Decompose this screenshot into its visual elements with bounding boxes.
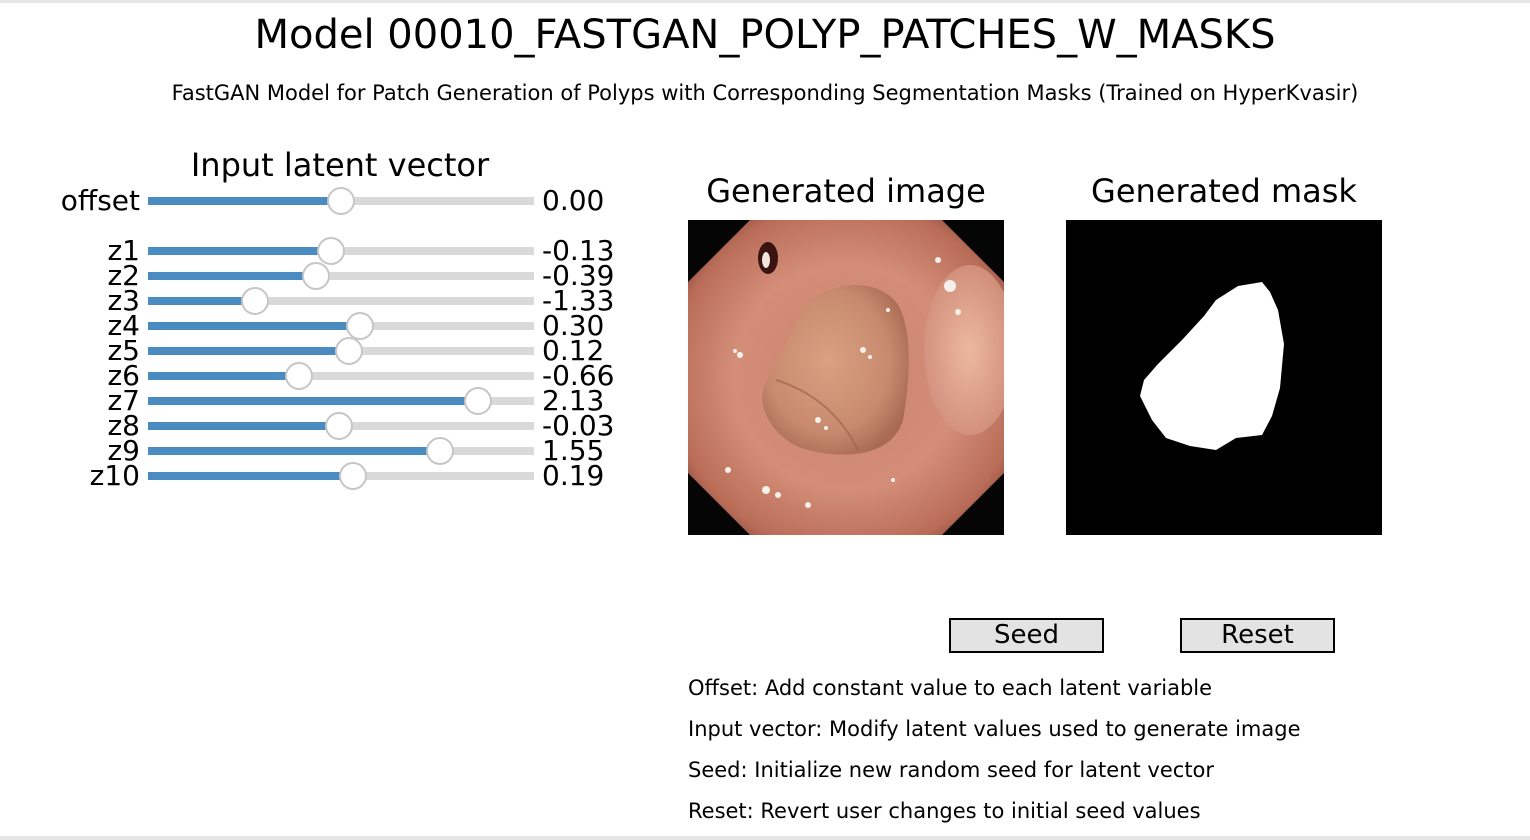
seed-button[interactable]: Seed — [949, 618, 1104, 653]
latent-slider-z9[interactable]: z9 1.55 — [0, 434, 640, 467]
latent-slider-track[interactable] — [148, 262, 534, 290]
latent-slider-handle[interactable] — [240, 287, 269, 315]
generated-mask-title: Generated mask — [1091, 172, 1357, 210]
latent-slider-value: -1.33 — [542, 284, 615, 317]
latent-slider-handle[interactable] — [426, 437, 455, 465]
latent-slider-z2[interactable]: z2 -0.39 — [0, 259, 640, 292]
latent-slider-z3[interactable]: z3 -1.33 — [0, 284, 640, 317]
latent-slider-label: z4 — [107, 309, 140, 342]
generated-mask — [1066, 220, 1382, 535]
latent-slider-track[interactable] — [148, 462, 534, 490]
latent-slider-track[interactable] — [148, 287, 534, 315]
latent-slider-fill — [148, 247, 332, 255]
page-subtitle: FastGAN Model for Patch Generation of Po… — [171, 81, 1359, 105]
latent-slider-fill — [148, 297, 255, 305]
page-title: Model 00010_FASTGAN_POLYP_PATCHES_W_MASK… — [254, 12, 1276, 58]
latent-slider-handle[interactable] — [334, 337, 363, 365]
reset-button[interactable]: Reset — [1180, 618, 1335, 653]
latent-slider-z8[interactable]: z8 -0.03 — [0, 409, 640, 442]
latent-slider-z10[interactable]: z10 0.19 — [0, 459, 640, 492]
generated-image-title: Generated image — [706, 172, 986, 210]
help-reset-text: Reset: Revert user changes to initial se… — [688, 799, 1201, 823]
help-offset-text: Offset: Add constant value to each laten… — [688, 676, 1213, 700]
latent-slider-z7[interactable]: z7 2.13 — [0, 384, 640, 417]
latent-slider-label: z10 — [89, 459, 140, 492]
latent-slider-track[interactable] — [148, 237, 534, 265]
latent-slider-fill — [148, 372, 299, 380]
latent-slider-fill — [148, 422, 340, 430]
latent-slider-handle[interactable] — [284, 362, 313, 390]
latent-slider-value: 1.55 — [542, 434, 605, 467]
latent-slider-track[interactable] — [148, 437, 534, 465]
top-divider — [0, 0, 1530, 3]
latent-slider-handle[interactable] — [338, 462, 367, 490]
latent-slider-handle[interactable] — [464, 387, 493, 415]
latent-slider-fill — [148, 272, 316, 280]
latent-slider-label: z1 — [107, 234, 140, 267]
latent-slider-handle[interactable] — [301, 262, 330, 290]
latent-slider-value: -0.66 — [542, 359, 615, 392]
latent-slider-handle[interactable] — [317, 237, 346, 265]
latent-slider-value: 0.30 — [542, 309, 605, 342]
latent-slider-label: z2 — [107, 259, 140, 292]
latent-slider-z4[interactable]: z4 0.30 — [0, 309, 640, 342]
latent-slider-handle[interactable] — [346, 312, 375, 340]
latent-slider-label: z7 — [107, 384, 140, 417]
latent-slider-z5[interactable]: z5 0.12 — [0, 334, 640, 367]
help-input-vector-text: Input vector: Modify latent values used … — [688, 717, 1301, 741]
latent-slider-z6[interactable]: z6 -0.66 — [0, 359, 640, 392]
latent-slider-track[interactable] — [148, 362, 534, 390]
latent-slider-track[interactable] — [148, 337, 534, 365]
latent-slider-track[interactable] — [148, 312, 534, 340]
latent-slider-fill — [148, 322, 361, 330]
latent-slider-value: -0.39 — [542, 259, 615, 292]
offset-slider-track[interactable] — [148, 187, 534, 215]
offset-slider-fill — [148, 197, 341, 205]
latent-slider-fill — [148, 397, 479, 405]
latent-panel-title: Input latent vector — [190, 146, 490, 184]
latent-slider-fill — [148, 447, 441, 455]
latent-slider-track[interactable] — [148, 412, 534, 440]
latent-slider-label: z6 — [107, 359, 140, 392]
latent-slider-value: 0.19 — [542, 459, 605, 492]
latent-slider-fill — [148, 472, 353, 480]
latent-slider-label: z9 — [107, 434, 140, 467]
latent-slider-label: z5 — [107, 334, 140, 367]
latent-slider-value: 2.13 — [542, 384, 605, 417]
latent-slider-handle[interactable] — [325, 412, 354, 440]
help-seed-text: Seed: Initialize new random seed for lat… — [688, 758, 1215, 782]
latent-slider-value: 0.12 — [542, 334, 605, 367]
offset-slider-handle[interactable] — [327, 187, 355, 215]
offset-slider-value: 0.00 — [542, 184, 605, 217]
latent-slider-label: z3 — [107, 284, 140, 317]
latent-slider-z1[interactable]: z1 -0.13 — [0, 234, 640, 267]
latent-slider-label: z8 — [107, 409, 140, 442]
offset-slider-label: offset — [60, 184, 140, 217]
latent-slider-value: -0.13 — [542, 234, 615, 267]
generated-image — [688, 220, 1004, 535]
latent-slider-fill — [148, 347, 349, 355]
latent-slider-track[interactable] — [148, 387, 534, 415]
bottom-divider — [0, 836, 1530, 840]
offset-slider[interactable]: offset 0.00 — [0, 184, 640, 217]
latent-slider-value: -0.03 — [542, 409, 615, 442]
